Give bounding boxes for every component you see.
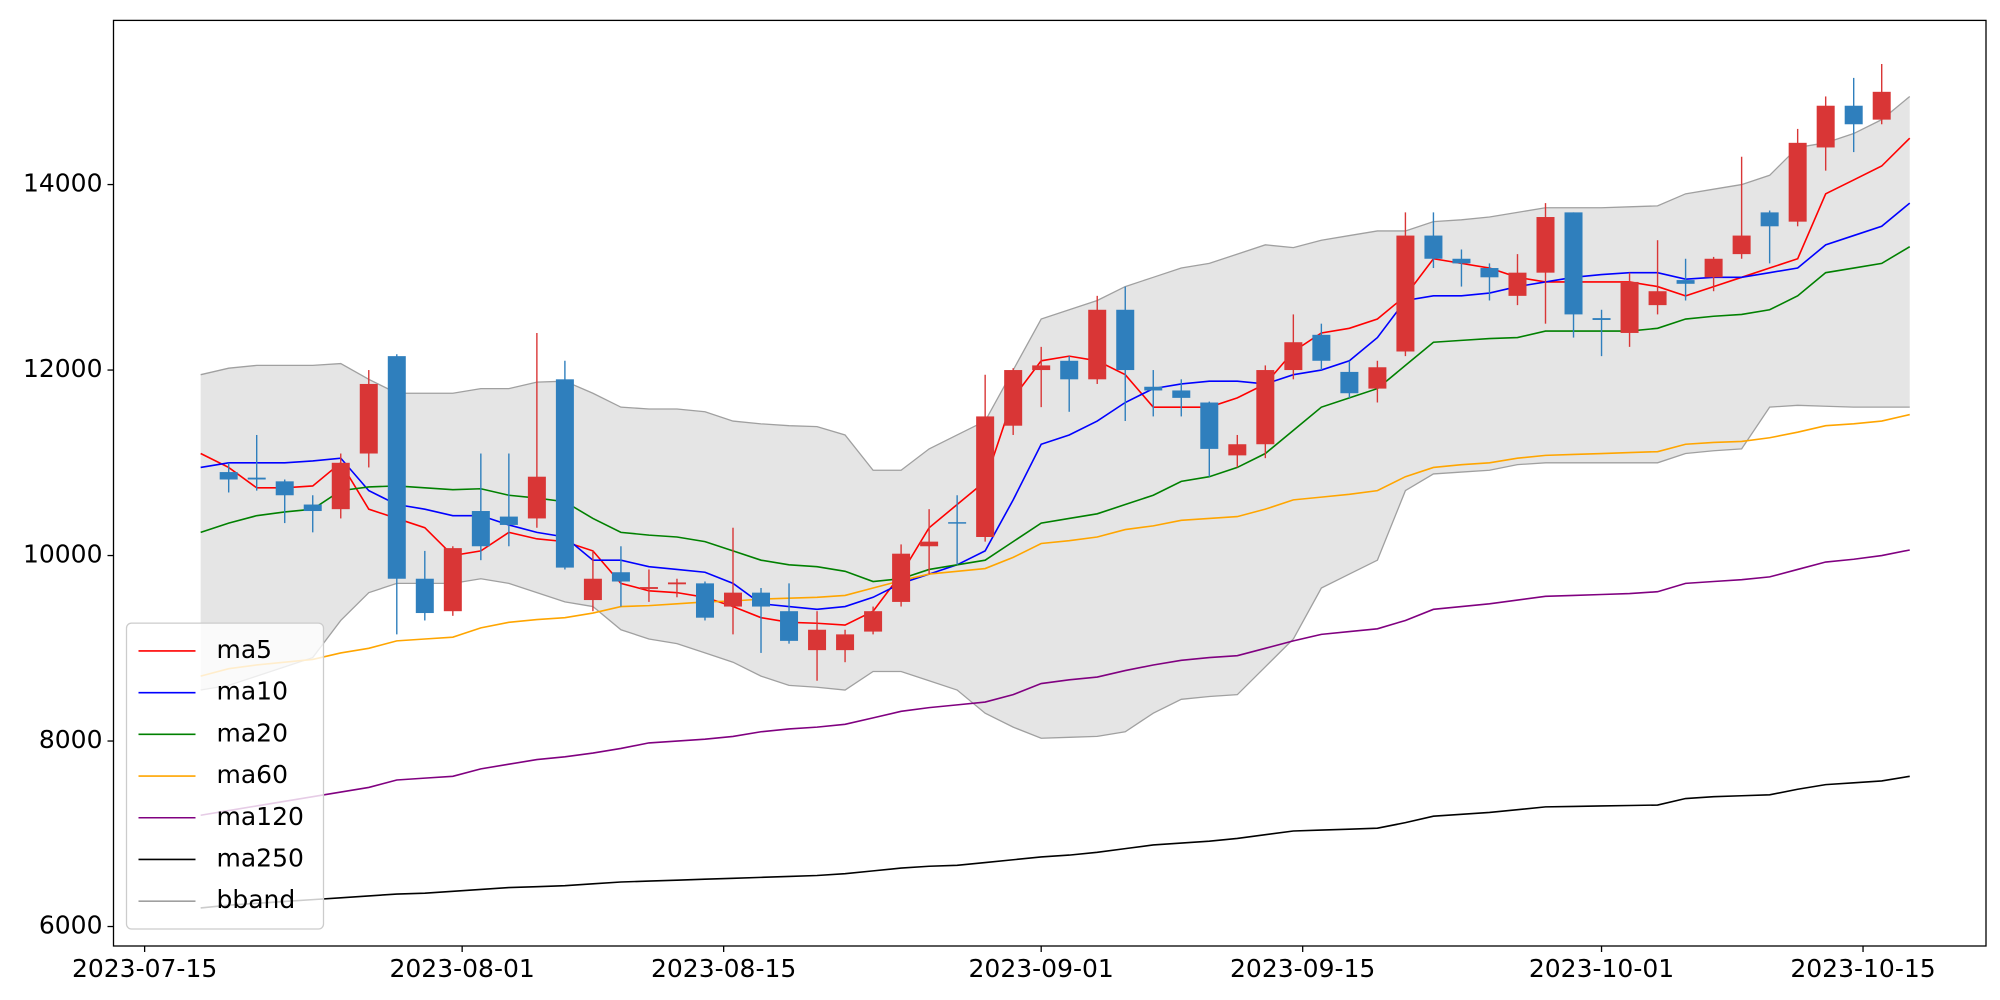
candle-body [1648, 291, 1667, 306]
candle-body [1844, 105, 1863, 125]
candle-body [780, 611, 799, 641]
candle-body [1060, 360, 1079, 380]
candle-body [695, 583, 714, 618]
candle-body [808, 629, 827, 651]
y-tick-label: 8000 [39, 725, 103, 754]
candle-body [555, 379, 574, 568]
bband-lower [200, 404, 1910, 739]
legend-label: ma5 [217, 635, 273, 664]
candle-body [527, 476, 546, 519]
candle-body [387, 356, 406, 579]
y-tick-label: 10000 [23, 540, 103, 569]
candle-body [1088, 309, 1107, 380]
candle-body [499, 516, 518, 525]
candle-body [247, 477, 266, 480]
candle-body [1228, 444, 1247, 456]
legend: ma5 ma10 ma20 ma60 ma120 ma250 bband [125, 622, 325, 930]
candle-body [723, 592, 742, 607]
candle-body [1564, 212, 1583, 315]
x-tick-label: 2023-08-15 [651, 954, 796, 983]
candle-body [331, 462, 350, 510]
legend-box [125, 622, 325, 930]
candle-body [1704, 258, 1723, 278]
candle-body [892, 553, 911, 602]
candle-body [1116, 309, 1135, 371]
candle-body [1620, 281, 1639, 333]
ma-line [200, 413, 1910, 677]
candle-body [1788, 142, 1807, 222]
candle-body [1424, 235, 1443, 259]
y-tick-label: 12000 [23, 354, 103, 383]
candle-body [1872, 91, 1891, 120]
candle-body [1732, 235, 1751, 255]
candle-body [1760, 212, 1779, 227]
candle-body [219, 472, 238, 480]
candle-body [1172, 390, 1191, 398]
candle-body [1312, 334, 1331, 361]
x-tick-label: 2023-10-15 [1790, 954, 1935, 983]
candle-body [1256, 370, 1275, 445]
y-tick-label: 14000 [23, 169, 103, 198]
candle-body [976, 416, 995, 537]
candle-body [1508, 272, 1527, 296]
candle-body [1340, 371, 1359, 394]
candle-body [415, 578, 434, 614]
candle-body [948, 522, 967, 524]
ma-line [200, 549, 1910, 817]
candle-body [1592, 318, 1611, 320]
candle-body [1816, 105, 1835, 148]
candle-body [471, 511, 490, 547]
candle-body [667, 582, 686, 585]
candle-body [359, 383, 378, 454]
candle-body [1284, 342, 1303, 371]
plot-frame [112, 19, 1987, 947]
candle-body [1676, 280, 1695, 284]
x-tick-label: 2023-08-01 [390, 954, 535, 983]
candle-body [1004, 370, 1023, 426]
candle-body [1200, 402, 1219, 449]
candle-body [752, 592, 771, 607]
legend-label: ma10 [217, 677, 288, 706]
ma-line [200, 137, 1911, 626]
candle-body [583, 578, 602, 601]
candle-body [920, 541, 939, 547]
candle-body [1480, 268, 1499, 278]
legend-label: ma120 [217, 802, 304, 831]
candle-body [303, 504, 322, 512]
x-tick-label: 2023-09-15 [1230, 954, 1375, 983]
candle-body [275, 481, 294, 496]
bband-upper [200, 95, 1911, 471]
x-tick-label: 2023-07-15 [72, 954, 217, 983]
candle-body [864, 611, 883, 632]
candle-body [1452, 258, 1471, 264]
candle-body [1536, 217, 1555, 273]
ma-line [200, 775, 1910, 909]
candle-body [611, 572, 630, 582]
legend-label: ma60 [217, 760, 288, 789]
legend-label: ma250 [217, 843, 304, 872]
x-tick-label: 2023-09-01 [969, 954, 1114, 983]
candle-body [1032, 365, 1051, 371]
legend-label: bband [217, 885, 296, 914]
legend-label: ma20 [217, 718, 288, 747]
candle-body [1368, 367, 1387, 389]
candle-body [1396, 235, 1415, 352]
y-tick-label: 6000 [39, 911, 103, 940]
candle-body [443, 548, 462, 612]
candle-body [639, 587, 658, 589]
candle-body [1144, 386, 1163, 391]
candle-body [836, 634, 855, 651]
x-tick-label: 2023-10-01 [1529, 954, 1674, 983]
